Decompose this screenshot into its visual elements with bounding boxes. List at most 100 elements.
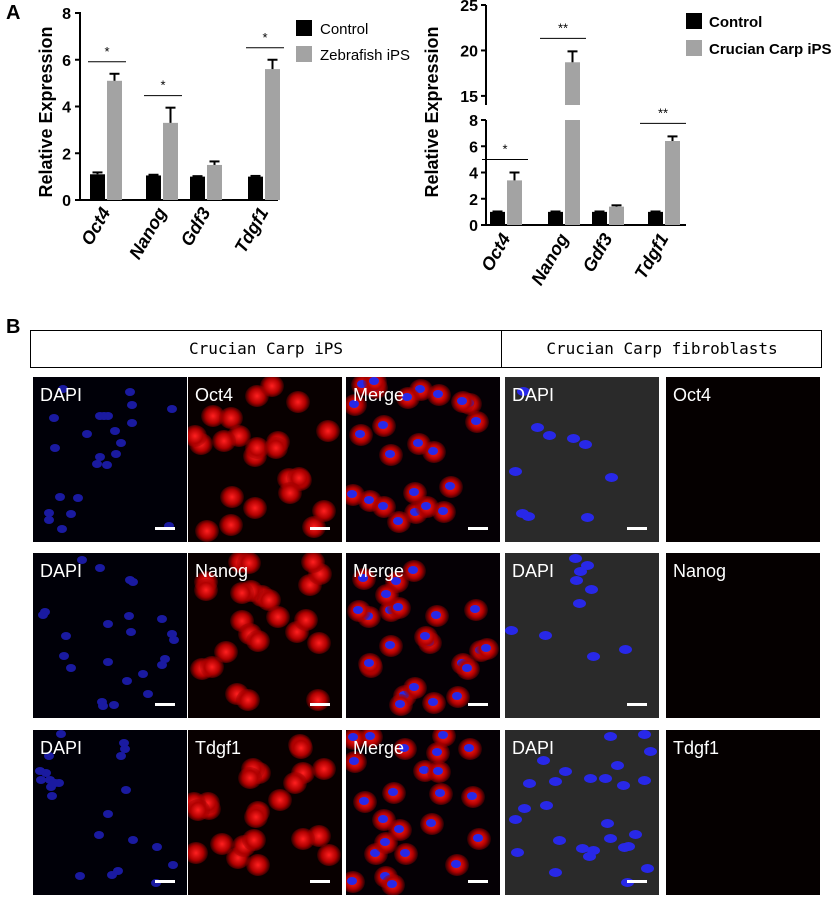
micrograph-oct4-r1c5: Oct4	[666, 377, 820, 542]
cell-nucleus	[364, 659, 375, 668]
cell-nucleus	[637, 730, 651, 740]
bar-crucian-carp-ips-gdf3	[609, 206, 624, 225]
cell-cytoplasm	[188, 798, 211, 821]
legend-swatch	[686, 13, 702, 29]
header-row: Crucian Carp iPS Crucian Carp fibroblast…	[30, 330, 822, 368]
cell-cytoplasm	[291, 827, 316, 850]
cell-cytoplasm	[236, 553, 261, 574]
scale-bar	[155, 880, 175, 883]
cell-cytoplasm	[312, 758, 337, 781]
y-tick-label: 15	[460, 89, 478, 106]
cell-cytoplasm	[294, 608, 319, 631]
cell-cytoplasm	[245, 630, 270, 652]
significance-mark: **	[558, 20, 568, 35]
micrograph-merge-r1c3: Merge	[346, 377, 500, 542]
micrograph-merge-r2c3: Merge	[346, 553, 500, 718]
cell-nucleus	[357, 380, 368, 389]
cell-nucleus	[58, 651, 69, 660]
cell-nucleus	[509, 467, 523, 477]
x-tick-label-oct4: Oct4	[477, 230, 514, 275]
cell-nucleus	[378, 501, 389, 510]
cell-cytoplasm	[278, 481, 303, 504]
cell-nucleus	[511, 848, 525, 858]
cell-cytoplasm	[306, 689, 331, 712]
cell-nucleus	[394, 824, 405, 833]
cell-cytoplasm	[245, 436, 270, 459]
legend-entry: Zebrafish iPS	[320, 47, 410, 64]
cell-nucleus	[95, 452, 106, 461]
bar-zebrafish-ips-nanog	[163, 122, 178, 200]
scale-bar	[310, 880, 330, 883]
micrograph-label: DAPI	[512, 738, 555, 758]
cell-nucleus	[138, 670, 149, 679]
cell-nucleus	[151, 842, 162, 851]
cell-nucleus	[65, 663, 76, 672]
cell-nucleus	[408, 682, 419, 691]
cell-nucleus	[166, 405, 177, 414]
cell-nucleus	[380, 589, 391, 598]
cell-cytoplasm	[194, 519, 219, 542]
legend-entry: Control	[709, 14, 762, 31]
cell-nucleus	[573, 566, 587, 576]
cell-cytoplasm	[194, 578, 219, 601]
scale-bar	[310, 527, 330, 530]
cell-nucleus	[426, 818, 437, 827]
cell-nucleus	[407, 565, 418, 574]
x-tick-label-gdf3: Gdf3	[579, 230, 617, 276]
cell-nucleus	[127, 578, 138, 587]
cell-nucleus	[580, 512, 594, 522]
cell-nucleus	[157, 615, 168, 624]
micrograph-label: Nanog	[673, 561, 727, 581]
cell-nucleus	[628, 829, 642, 839]
cell-nucleus	[369, 377, 380, 386]
cell-nucleus	[358, 797, 369, 806]
x-tick-label-oct4: Oct4	[77, 204, 114, 249]
cell-nucleus	[509, 814, 523, 824]
legend-swatch	[686, 40, 702, 56]
y-axis-label: Relative Expression	[36, 26, 56, 197]
micrograph-label: Tdgf1	[195, 738, 242, 758]
cell-nucleus	[156, 661, 167, 670]
cell-nucleus	[124, 611, 135, 620]
bar-crucian-carp-ips-tdgf1	[665, 141, 680, 225]
cell-nucleus	[540, 801, 554, 811]
cell-cytoplasm	[218, 406, 243, 429]
cell-nucleus	[150, 879, 161, 888]
scale-bar	[155, 527, 175, 530]
cell-nucleus	[523, 778, 537, 788]
micrograph-label: Oct4	[195, 385, 234, 405]
cell-nucleus	[56, 730, 67, 739]
cell-nucleus	[159, 654, 170, 663]
cell-nucleus	[637, 775, 651, 785]
micrograph-nanog-r2c2: Nanog	[188, 553, 342, 718]
cell-nucleus	[37, 611, 48, 620]
cell-nucleus	[112, 867, 123, 876]
scale-bar	[468, 703, 488, 706]
cell-nucleus	[549, 777, 563, 787]
cell-nucleus	[167, 861, 178, 870]
cell-nucleus	[599, 774, 613, 784]
micrograph-label: DAPI	[512, 561, 555, 581]
cell-nucleus	[109, 426, 120, 435]
legend-entry: Crucian Carp iPS	[709, 41, 832, 58]
cell-nucleus	[586, 845, 600, 855]
cell-cytoplasm	[243, 496, 268, 519]
cell-nucleus	[569, 553, 583, 563]
y-tick-label: 2	[469, 192, 478, 209]
legend-swatch	[296, 46, 312, 62]
cell-nucleus	[431, 747, 442, 756]
cell-nucleus	[119, 739, 130, 748]
cell-nucleus	[505, 626, 519, 636]
cell-nucleus	[44, 515, 55, 524]
bar-crucian-carp-ips-nanog-upper	[565, 62, 580, 105]
significance-mark: **	[658, 105, 668, 120]
cell-nucleus	[384, 640, 395, 649]
cell-cytoplasm	[317, 843, 342, 866]
cell-nucleus	[127, 400, 138, 409]
header-crucian-fibroblasts: Crucian Carp fibroblasts	[546, 339, 778, 358]
cell-cytoplasm	[219, 514, 244, 537]
micrograph-tdgf1-r3c5: Tdgf1	[666, 730, 820, 895]
cell-nucleus	[377, 814, 388, 823]
cell-nucleus	[43, 508, 54, 517]
cell-nucleus	[572, 599, 586, 609]
